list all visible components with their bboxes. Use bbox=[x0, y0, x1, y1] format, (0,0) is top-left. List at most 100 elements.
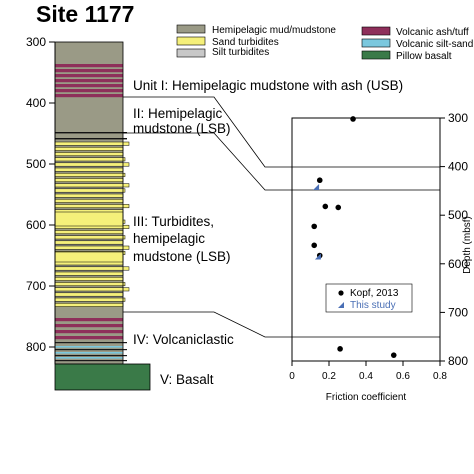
correlation-line-unit2-base bbox=[123, 132, 440, 191]
unit-2-label-line1: II: Hemipelagic bbox=[133, 106, 223, 121]
volcanic-ash-band bbox=[55, 74, 123, 78]
volcanic-ash-band bbox=[55, 94, 123, 98]
unit-5-label: V: Basalt bbox=[160, 372, 214, 387]
sand-turbidite-band bbox=[54, 235, 126, 240]
kopf-2013-point bbox=[311, 242, 318, 249]
column-depth-tick-label: 300 bbox=[26, 35, 46, 49]
sand-turbidite-band bbox=[54, 245, 130, 250]
column-depth-tick-label: 500 bbox=[26, 157, 46, 171]
correlation-lines bbox=[123, 96, 440, 338]
this-study-point bbox=[313, 184, 320, 191]
lithology-legend: Hemipelagic mud/mudstone Sand turbidites… bbox=[176, 24, 473, 62]
legend-label-basalt: Pillow basalt bbox=[396, 51, 452, 62]
sand-turbidite-band bbox=[54, 297, 126, 302]
this-study-point bbox=[314, 253, 321, 260]
y-axis-ticks: 300 400 500 600 700 800 bbox=[440, 111, 468, 368]
sand-turbidite-band bbox=[54, 157, 126, 162]
sand-turbidite-band bbox=[54, 183, 130, 188]
sand-turbidite-band bbox=[54, 282, 126, 287]
sand-turbidite-band bbox=[54, 240, 124, 245]
sand-turbidite-band bbox=[54, 162, 130, 167]
sand-turbidite-band bbox=[54, 146, 124, 151]
volcanic-ash-band bbox=[55, 79, 123, 83]
column-depth-tick-label: 400 bbox=[26, 96, 46, 110]
y-axis-label: Depth (mbsf) bbox=[462, 216, 473, 274]
plot-frame bbox=[291, 117, 441, 362]
volcanic-ash-band bbox=[55, 69, 123, 73]
legend-label-sand: Sand turbidites bbox=[212, 37, 279, 48]
y-tick-label: 800 bbox=[448, 354, 468, 368]
kopf-2013-point bbox=[337, 346, 343, 352]
legend-swatch-volcanic-ash bbox=[361, 26, 391, 36]
ash-bands bbox=[55, 64, 127, 362]
unit-4-label: IV: Volcaniclastic bbox=[133, 332, 234, 347]
basalt-block bbox=[54, 363, 151, 391]
correlation-line-unit4-top bbox=[123, 311, 440, 338]
sand-turbidite-band bbox=[54, 287, 130, 292]
sand-turbidite-band bbox=[54, 198, 124, 203]
column-depth-tick-label: 800 bbox=[26, 340, 46, 354]
volcanic-silt-band bbox=[55, 357, 123, 359]
unit-3-label-line2: hemipelagic bbox=[133, 231, 205, 246]
kopf-2013-point bbox=[390, 352, 397, 358]
sand-turbidite-band bbox=[54, 178, 124, 183]
sand-turbidite-band bbox=[54, 193, 124, 198]
sand-turbidite-band bbox=[54, 188, 126, 193]
y-tick-label: 500 bbox=[448, 208, 468, 222]
x-tick-label: 0.6 bbox=[396, 371, 410, 382]
x-axis-ticks: 0 0.2 0.4 0.6 0.8 bbox=[289, 361, 447, 382]
sand-turbidite-band bbox=[54, 172, 126, 177]
volcanic-silt-band bbox=[55, 352, 123, 354]
sand-turbidite-band bbox=[54, 152, 124, 157]
y-tick-label: 600 bbox=[448, 257, 468, 271]
dark-ash-line bbox=[55, 342, 127, 344]
lithologic-column bbox=[54, 41, 151, 391]
sand-turbidite-band bbox=[54, 141, 130, 146]
legend-swatch-volcanic-silt bbox=[361, 38, 391, 48]
volcanic-ash-band bbox=[55, 336, 123, 340]
sand-turbidite-band bbox=[54, 276, 124, 281]
kopf-2013-point bbox=[335, 204, 342, 211]
correlation-line-unit1-base bbox=[123, 96, 440, 168]
column-depth-ticks: 300 400 500 600 700 800 bbox=[26, 35, 55, 354]
unit-3-label-line3: mudstone (LSB) bbox=[133, 249, 231, 264]
thick-sand-layer bbox=[54, 251, 124, 263]
column-depth-tick-label: 700 bbox=[26, 279, 46, 293]
dark-ash-line bbox=[55, 355, 127, 357]
volcanic-ash-band bbox=[55, 324, 123, 328]
x-tick-label: 0.8 bbox=[433, 371, 447, 382]
volcanic-silt-band bbox=[55, 346, 123, 348]
volcanic-ash-band bbox=[55, 318, 123, 322]
volcanic-ash-band bbox=[55, 64, 123, 68]
unit-2-label-line2: mudstone (LSB) bbox=[133, 121, 231, 136]
sand-turbidite-band bbox=[54, 302, 124, 307]
legend-label-kopf: Kopf, 2013 bbox=[350, 288, 399, 299]
x-axis-label: Friction coefficient bbox=[326, 392, 407, 403]
data-points bbox=[311, 116, 397, 358]
friction-plot: 0 0.2 0.4 0.6 0.8 300 400 500 600 700 800 Frictio… bbox=[289, 111, 473, 403]
volcanic-ash-band bbox=[55, 84, 123, 88]
thick-sand-layer bbox=[54, 211, 124, 227]
legend-label-this-study: This study bbox=[350, 300, 396, 311]
legend-swatch-sand bbox=[176, 36, 206, 46]
y-tick-label: 400 bbox=[448, 160, 468, 174]
sand-turbidite-band bbox=[54, 271, 124, 276]
dark-layer-line bbox=[55, 138, 127, 140]
kopf-2013-point bbox=[311, 223, 318, 230]
site-title: Site 1177 bbox=[36, 1, 134, 27]
legend-label-hemipelagic: Hemipelagic mud/mudstone bbox=[212, 25, 336, 36]
kopf-2013-point bbox=[316, 177, 323, 184]
volcanic-ash-band bbox=[55, 330, 123, 334]
legend-marker-kopf bbox=[338, 290, 344, 296]
sand-turbidite-band bbox=[54, 230, 124, 235]
x-tick-label: 0.2 bbox=[322, 371, 336, 382]
legend-label-volcanic-silt: Volcanic silt-sand bbox=[396, 39, 473, 50]
dark-ash-line bbox=[55, 349, 127, 351]
legend-swatch-hemipelagic bbox=[176, 24, 206, 34]
volcanic-ash-band bbox=[55, 89, 123, 93]
y-tick-label: 700 bbox=[448, 305, 468, 319]
sand-bands bbox=[54, 132, 130, 307]
unit-labels: Unit I: Hemipelagic mudstone with ash (U… bbox=[133, 78, 403, 387]
